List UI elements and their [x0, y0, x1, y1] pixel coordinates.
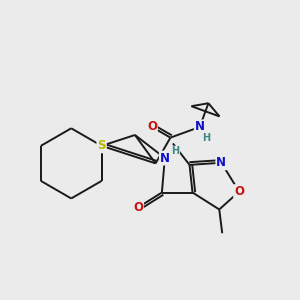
Text: H: H: [171, 146, 179, 157]
Text: O: O: [133, 201, 143, 214]
Text: O: O: [234, 185, 244, 198]
Text: N: N: [160, 152, 170, 164]
Text: S: S: [98, 139, 106, 152]
Text: N: N: [216, 156, 226, 169]
Text: H: H: [202, 133, 210, 143]
Text: O: O: [147, 120, 157, 134]
Text: N: N: [195, 121, 205, 134]
